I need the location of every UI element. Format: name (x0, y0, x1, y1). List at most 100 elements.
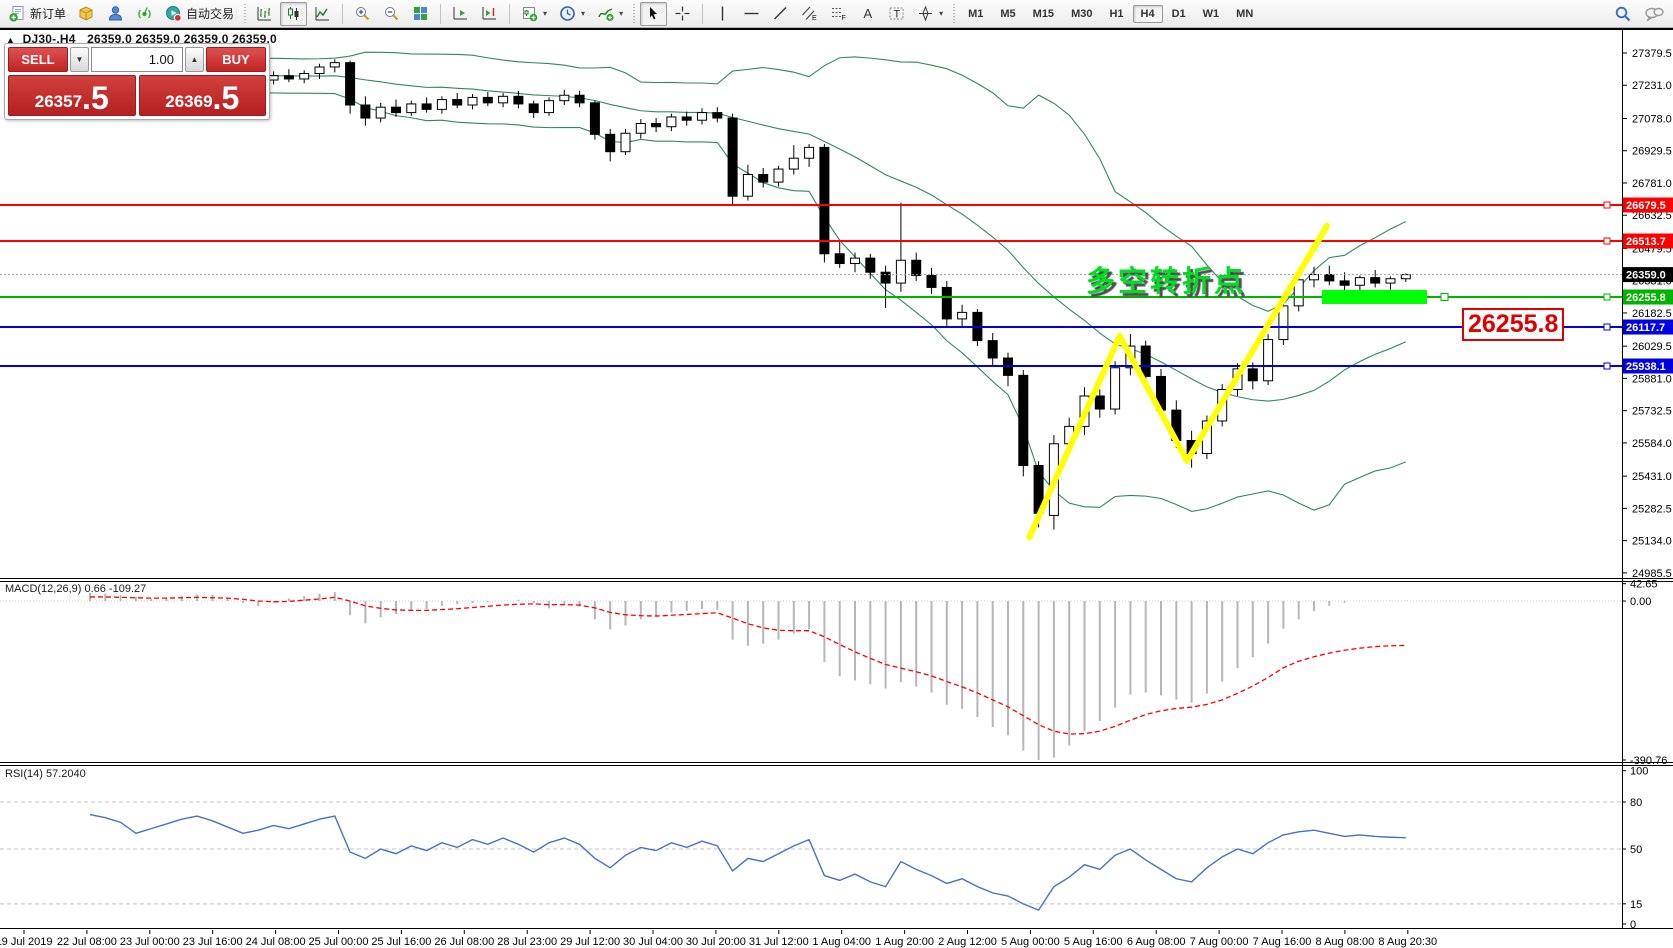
svg-text:26632.5: 26632.5 (1632, 210, 1672, 222)
svg-text:F: F (842, 15, 846, 22)
svg-text:0.00: 0.00 (1630, 596, 1651, 608)
signals-button[interactable] (131, 2, 158, 26)
horizontal-line-button[interactable] (738, 2, 765, 26)
text-button[interactable]: A (854, 2, 881, 26)
fibonacci-icon: F (832, 8, 846, 22)
candle (574, 94, 585, 104)
timeframe-button-m1[interactable]: M1 (968, 7, 984, 20)
fibonacci-button[interactable]: F (825, 2, 852, 26)
svg-text:7 Aug 16:00: 7 Aug 16:00 (1253, 936, 1312, 948)
candle (635, 122, 646, 134)
text-label-button[interactable]: T (883, 2, 910, 26)
horizontal-line-icon (744, 12, 759, 15)
text-icon: A (864, 6, 873, 21)
equidistant-channel-button[interactable]: E (796, 2, 823, 26)
candle (406, 103, 417, 114)
candle (605, 133, 616, 153)
buy-price-box[interactable]: 26369.5 (138, 75, 266, 116)
svg-text:100: 100 (1630, 766, 1648, 778)
chart-canvas[interactable]: 27379.5 27231.0 27078.0 26929.5 26781.0 26632… (0, 28, 1673, 948)
svg-text:19 Jul 2019: 19 Jul 2019 (0, 936, 52, 948)
market-watch-icon (79, 6, 93, 21)
horizontal-line-objects[interactable] (0, 201, 1622, 370)
periods-button[interactable]: ▾ (554, 2, 590, 26)
sell-price-box[interactable]: 26357.5 (8, 75, 136, 116)
one-click-trading-panel: SELL ▼ ▲ BUY 26357.5 26369.5 (4, 43, 270, 120)
timeframe-button-m15[interactable]: M15 (1032, 7, 1055, 20)
vertical-line-button[interactable] (709, 2, 736, 26)
timeframe-button-m30[interactable]: M30 (1071, 7, 1093, 20)
candle (957, 311, 968, 320)
search-button[interactable] (1609, 2, 1637, 26)
zigzag-trendline[interactable] (1026, 222, 1331, 541)
candle (436, 99, 447, 110)
timeframe-button-h1[interactable]: H1 (1109, 7, 1124, 20)
macd-pane (0, 592, 1622, 761)
search-icon (1615, 6, 1631, 21)
svg-text:25881.0: 25881.0 (1632, 373, 1672, 385)
annotation-text[interactable]: 多空转折点 (1086, 266, 1247, 299)
price-axis: 27379.5 27231.0 27078.0 26929.5 26781.0 26632… (1622, 48, 1673, 931)
timeframe-button-d1[interactable]: D1 (1171, 7, 1186, 20)
cursor-button[interactable] (640, 1, 668, 26)
svg-text:80: 80 (1630, 797, 1642, 809)
candle (482, 96, 493, 104)
market-watch-button[interactable] (73, 2, 100, 26)
svg-text:27379.5: 27379.5 (1632, 48, 1672, 60)
signals-icon (138, 7, 151, 19)
candle (620, 132, 631, 153)
candle (987, 340, 998, 359)
svg-text:26029.5: 26029.5 (1632, 341, 1672, 353)
svg-text:25938.1: 25938.1 (1626, 361, 1666, 373)
toolbar-grip (953, 3, 956, 24)
sell-button[interactable]: SELL (8, 47, 68, 72)
timeframe-button-w1[interactable]: W1 (1202, 7, 1220, 20)
candle (865, 257, 876, 273)
volume-input[interactable] (91, 47, 183, 72)
cursor-icon (650, 7, 658, 20)
candle (1140, 345, 1151, 377)
svg-text:25431.0: 25431.0 (1632, 471, 1672, 483)
candlestick-chart-button[interactable] (280, 1, 308, 26)
timeframe-button-mn[interactable]: MN (1236, 7, 1254, 20)
line-chart-button[interactable] (309, 2, 336, 26)
timeframe-button-m5[interactable]: M5 (1000, 7, 1016, 20)
auto-scroll-button[interactable] (447, 2, 474, 26)
svg-text:30 Jul 04:00: 30 Jul 04:00 (623, 936, 683, 948)
price-callout-label[interactable]: 26255.8 (1462, 308, 1565, 342)
timeframe-button-h4[interactable]: H4 (1132, 4, 1163, 23)
new-order-button[interactable]: 新订单 (4, 2, 71, 26)
algo-trading-icon (166, 6, 182, 22)
volume-increase-button[interactable]: ▲ (185, 47, 204, 72)
dropdown-arrow-icon: ▾ (543, 9, 548, 18)
crosshair-button[interactable] (669, 2, 696, 26)
zoom-out-button[interactable] (378, 2, 405, 26)
zoom-in-button[interactable] (349, 2, 376, 26)
buy-button[interactable]: BUY (206, 47, 266, 72)
algo-trading-button[interactable]: 自动交易 (160, 2, 239, 26)
svg-text:26359.0: 26359.0 (1626, 270, 1666, 282)
new-order-icon (9, 6, 24, 22)
tile-windows-button[interactable] (407, 2, 434, 26)
highlight-rectangle[interactable] (1322, 290, 1427, 305)
ohlc-values: 26359.0 26359.0 26359.0 26359.0 (87, 32, 277, 46)
collapse-icon[interactable]: ▲ (6, 35, 16, 45)
chart-shift-button[interactable] (476, 2, 503, 26)
indicators-button[interactable]: ▾ (592, 2, 628, 26)
bar-chart-button[interactable] (251, 2, 278, 26)
svg-text:27231.0: 27231.0 (1632, 80, 1672, 92)
candle (1354, 277, 1365, 286)
new-chart-button[interactable]: ▾ (516, 2, 552, 26)
chat-button[interactable] (1639, 2, 1669, 26)
volume-decrease-button[interactable]: ▼ (70, 47, 89, 72)
candle (727, 117, 738, 197)
svg-text:15: 15 (1630, 899, 1642, 911)
shapes-icon (919, 5, 933, 22)
drawing-objects[interactable] (1026, 222, 1458, 541)
trendline-button[interactable] (767, 2, 794, 26)
shapes-button[interactable]: ▾ (912, 2, 948, 26)
chart-window[interactable]: 27379.5 27231.0 27078.0 26929.5 26781.0 26632… (0, 28, 1673, 948)
community-button[interactable] (102, 2, 129, 26)
toolbar-grip (633, 3, 636, 24)
text-label-icon: T (889, 7, 904, 21)
